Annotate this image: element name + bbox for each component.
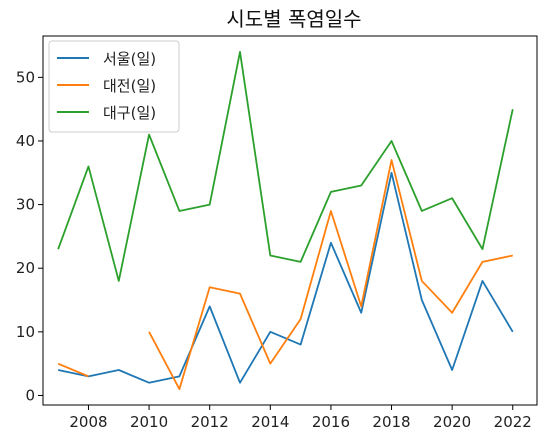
series-line-1 [57,171,514,384]
legend-label-2: 대전(일) [103,77,156,95]
x-tick-label: 2010 [130,413,168,431]
x-tick-label: 2008 [69,413,107,431]
chart-title: 시도별 폭염일수 [226,7,361,31]
y-tick-label: 0 [25,386,35,404]
y-tick-label: 40 [16,132,35,150]
legend-label-3: 대구(일) [103,104,156,122]
series-line-3 [57,51,514,282]
y-tick-label: 10 [16,323,35,341]
x-tick-label: 2014 [251,413,289,431]
legend-box [48,40,180,133]
y-tick-label: 50 [16,68,35,86]
x-tick-label: 2020 [433,413,471,431]
x-tick-label: 2018 [372,413,410,431]
x-tick-label: 2016 [312,413,350,431]
plot-frame [42,35,538,406]
series-line-2 [57,159,513,390]
y-tick-label: 20 [16,259,35,277]
x-tick-label: 2022 [494,413,532,431]
x-tick-label: 2012 [191,413,229,431]
legend-label-1: 서울(일) [103,50,156,68]
y-tick-label: 30 [16,196,35,214]
